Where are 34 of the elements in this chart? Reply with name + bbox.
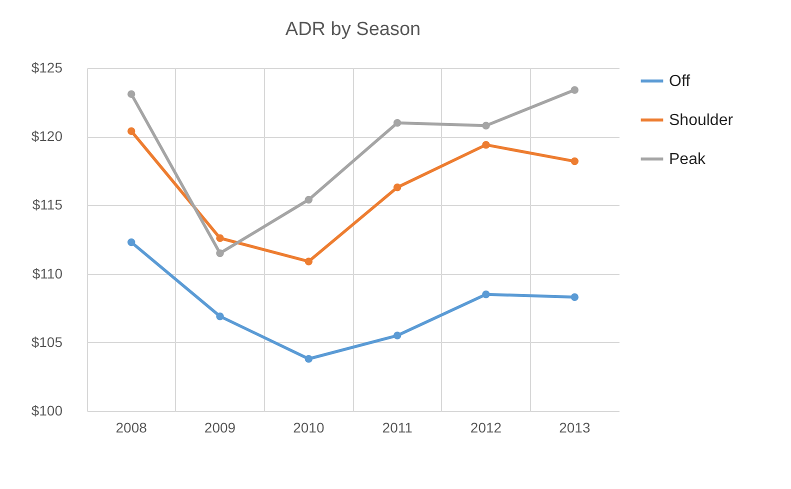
x-tick-label: 2012: [470, 420, 502, 436]
y-tick-label: $105: [31, 334, 63, 350]
legend-label: Shoulder: [669, 112, 734, 129]
y-tick-label: $115: [32, 196, 63, 213]
point: [127, 127, 136, 135]
point: [127, 90, 136, 98]
y-tick-label: $125: [31, 60, 63, 76]
y-tick-label: $100: [31, 402, 63, 418]
point: [570, 86, 579, 94]
point: [482, 122, 490, 130]
legend-label: Off: [669, 73, 691, 90]
point: [570, 293, 579, 301]
point: [304, 258, 313, 266]
point: [216, 249, 224, 258]
legend-label: Peak: [669, 151, 706, 168]
point: [393, 332, 402, 340]
y-tick-label: $120: [31, 128, 63, 144]
x-tick-label: 2010: [293, 420, 324, 436]
x-tick-label: 2013: [559, 420, 590, 436]
point: [393, 119, 402, 127]
point: [393, 184, 402, 192]
y-tick-label: $110: [32, 265, 63, 282]
point: [570, 157, 579, 166]
point: [216, 234, 224, 242]
chart-title: ADR by Season: [285, 19, 421, 40]
point: [304, 196, 313, 204]
x-tick-label: 2008: [116, 420, 148, 436]
point: [216, 312, 224, 320]
x-tick-label: 2009: [204, 420, 236, 436]
x-tick-label: 2011: [382, 420, 413, 436]
point: [482, 140, 490, 149]
point: [304, 355, 313, 363]
point: [482, 290, 490, 298]
point: [127, 238, 136, 246]
